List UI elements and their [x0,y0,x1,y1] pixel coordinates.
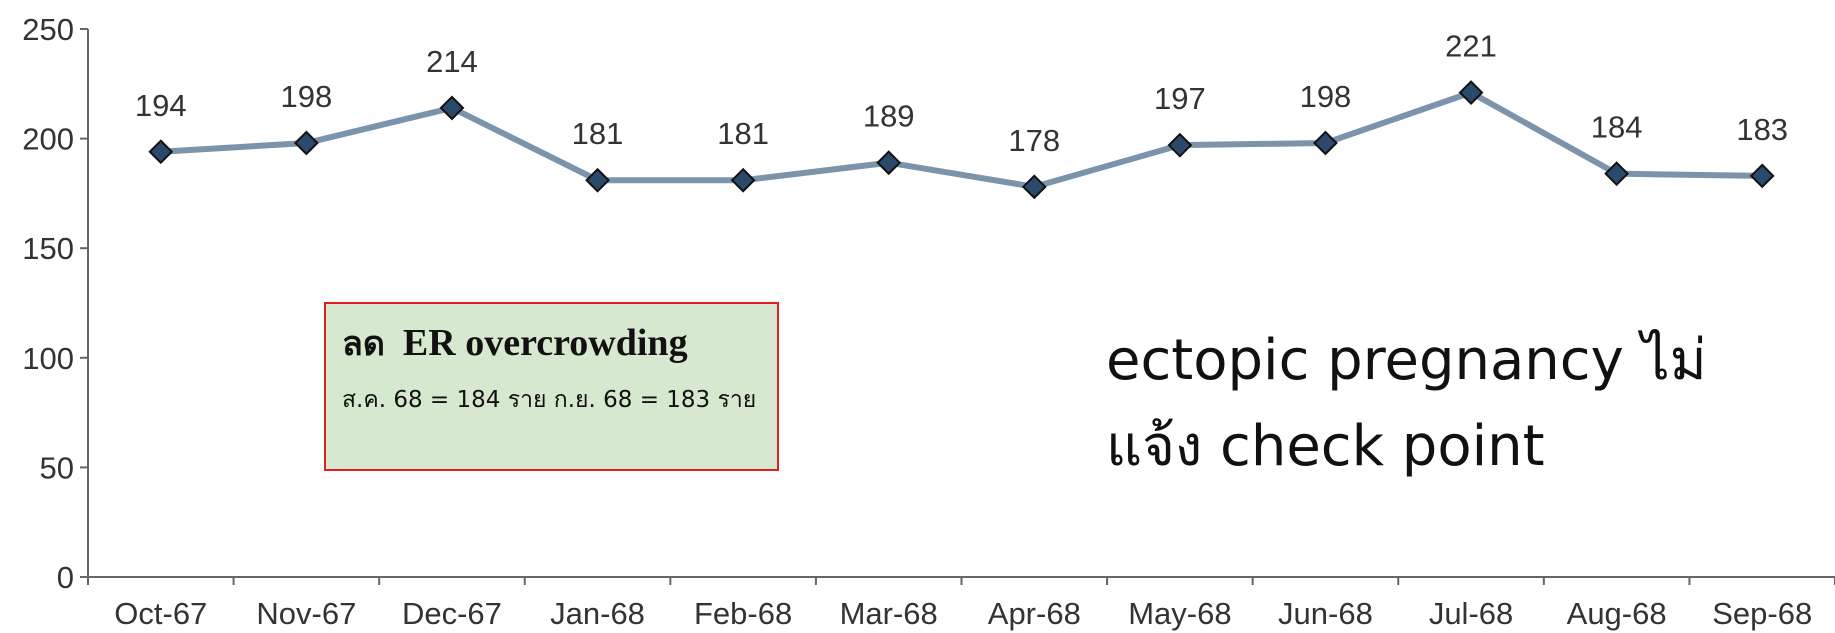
x-tick-label: Aug-68 [1567,596,1667,631]
marker [876,150,902,176]
note: ectopic pregnancy ไม่ แจ้ง check point [1106,318,1707,490]
x-tick-label: Sep-68 [1712,596,1812,631]
marker [1313,130,1338,156]
annotation-box: ลด ER overcrowding ส.ค. 68 = 184 ราย ก.ย.… [324,302,779,471]
x-tick-label: Mar-68 [840,596,938,631]
data-label: 198 [1300,79,1352,114]
marker [1458,80,1484,105]
x-tick-label: Jul-68 [1429,596,1513,631]
marker [1021,174,1047,200]
marker [148,139,174,165]
marker [730,167,756,193]
box-title: ลด ER overcrowding [342,316,761,370]
x-tick-label: Jan-68 [550,596,645,631]
data-label: 214 [426,44,478,79]
y-tick-label: 200 [22,122,74,157]
marker [293,130,319,156]
data-label: 183 [1736,112,1788,147]
y-tick-label: 50 [40,450,74,485]
marker [1749,163,1775,189]
box-title-thai: ลด [342,324,385,364]
data-label: 189 [863,99,915,134]
data-label: 178 [1008,123,1060,158]
x-tick-label: Feb-68 [694,596,792,631]
x-tick-label: Apr-68 [988,596,1081,631]
data-label: 197 [1154,81,1206,116]
x-tick-label: Dec-67 [402,596,502,631]
marker [1604,161,1630,187]
x-tick-label: May-68 [1128,596,1231,631]
marker [585,167,610,193]
data-label: 194 [135,88,187,123]
y-tick-label: 150 [22,231,74,266]
line [160,89,1763,190]
y-tick-label: 0 [57,560,74,595]
y-tick-label: 250 [22,12,74,47]
data-label: 198 [281,79,333,114]
note-line: ectopic pregnancy ไม่ [1106,328,1707,393]
note-line: แจ้ง check point [1106,414,1545,479]
x-tick-label: Oct-67 [114,596,207,631]
box-title-en: ER overcrowding [402,322,688,364]
x-tick-label: Nov-67 [256,596,356,631]
data-label: 184 [1591,110,1643,145]
x-tick-label: Jun-68 [1278,596,1373,631]
data-label: 221 [1445,29,1497,64]
data-label: 181 [572,116,624,151]
box-text: ส.ค. 68 = 184 ราย ก.ย. 68 = 183 ราย [342,387,757,413]
data-label: 181 [717,116,769,151]
marker [1167,132,1193,158]
marker [439,95,465,121]
y-tick-label: 100 [22,341,74,376]
